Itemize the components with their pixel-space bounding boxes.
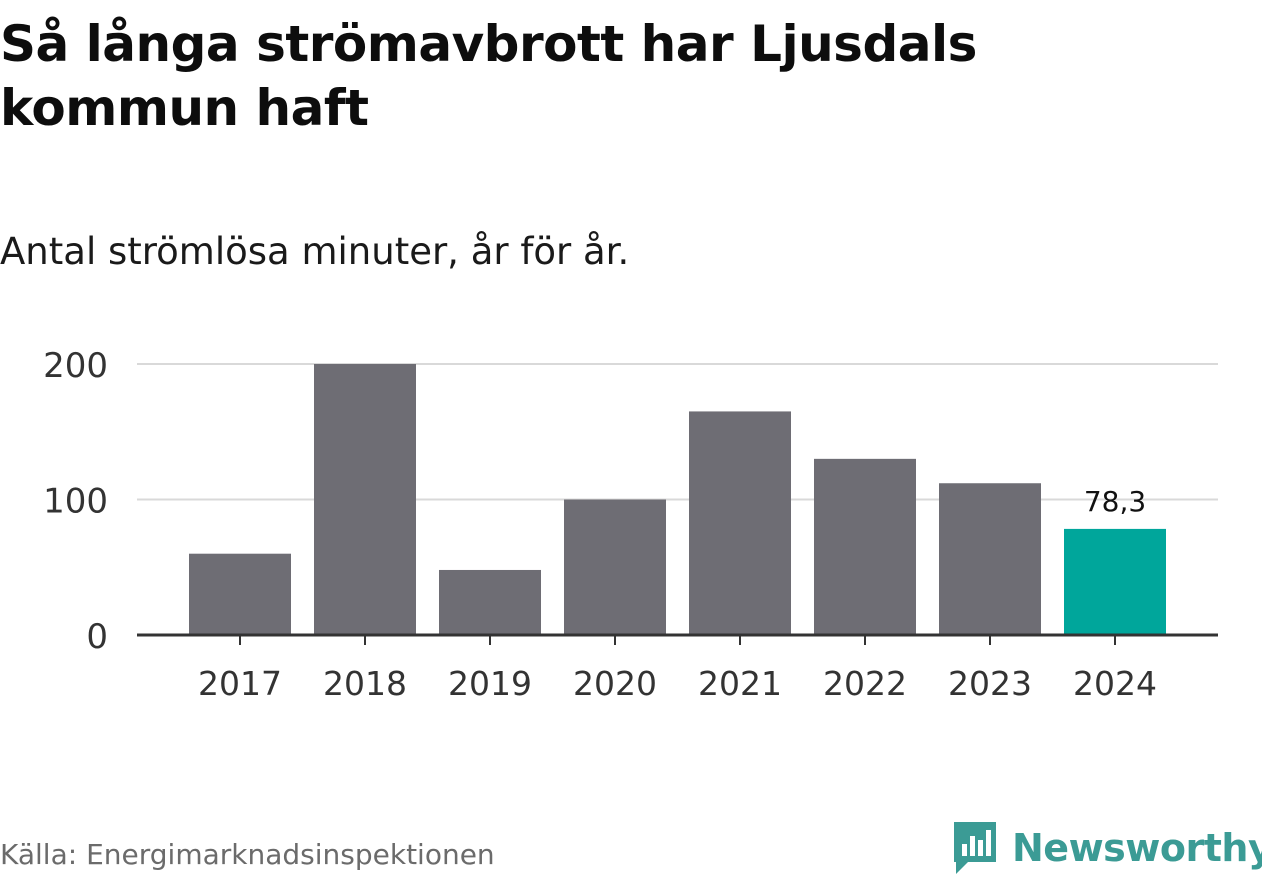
bar-chart-speech-bubble-icon xyxy=(954,822,996,874)
x-tick-label: 2024 xyxy=(1073,664,1157,703)
data-label: 78,3 xyxy=(1084,485,1146,518)
x-tick-label: 2022 xyxy=(823,664,907,703)
y-tick-label: 200 xyxy=(43,346,108,386)
bar-2024 xyxy=(1064,528,1166,635)
bar-2019 xyxy=(439,569,541,635)
bar-chart: 0 100 200 2017 2018 2019 2020 2021 2022 2023 2024 7… xyxy=(43,346,1218,703)
bar-2022 xyxy=(814,458,916,635)
bar-2018 xyxy=(314,364,416,635)
x-tick-label: 2023 xyxy=(948,664,1032,703)
y-tick-label: 0 xyxy=(86,617,108,657)
x-tick-label: 2020 xyxy=(573,664,657,703)
x-tick-label: 2021 xyxy=(698,664,782,703)
chart-title: Så långa strömavbrott har Ljusdals kommu… xyxy=(0,15,977,137)
bar-2017 xyxy=(189,553,291,635)
brand-name: Newsworthy xyxy=(1012,826,1262,870)
bar-2021 xyxy=(689,411,791,635)
x-tick-label: 2017 xyxy=(198,664,282,703)
chart-subtitle: Antal strömlösa minuter, år för år. xyxy=(0,230,630,273)
y-tick-label: 100 xyxy=(43,482,108,522)
source-note: Källa: Energimarknadsinspektionen xyxy=(0,838,495,871)
bar-2020 xyxy=(564,499,666,635)
x-tick-label: 2019 xyxy=(448,664,532,703)
x-tick-label: 2018 xyxy=(323,664,407,703)
newsworthy-logo: Newsworthy xyxy=(950,818,1262,878)
bar-2023 xyxy=(939,483,1041,635)
